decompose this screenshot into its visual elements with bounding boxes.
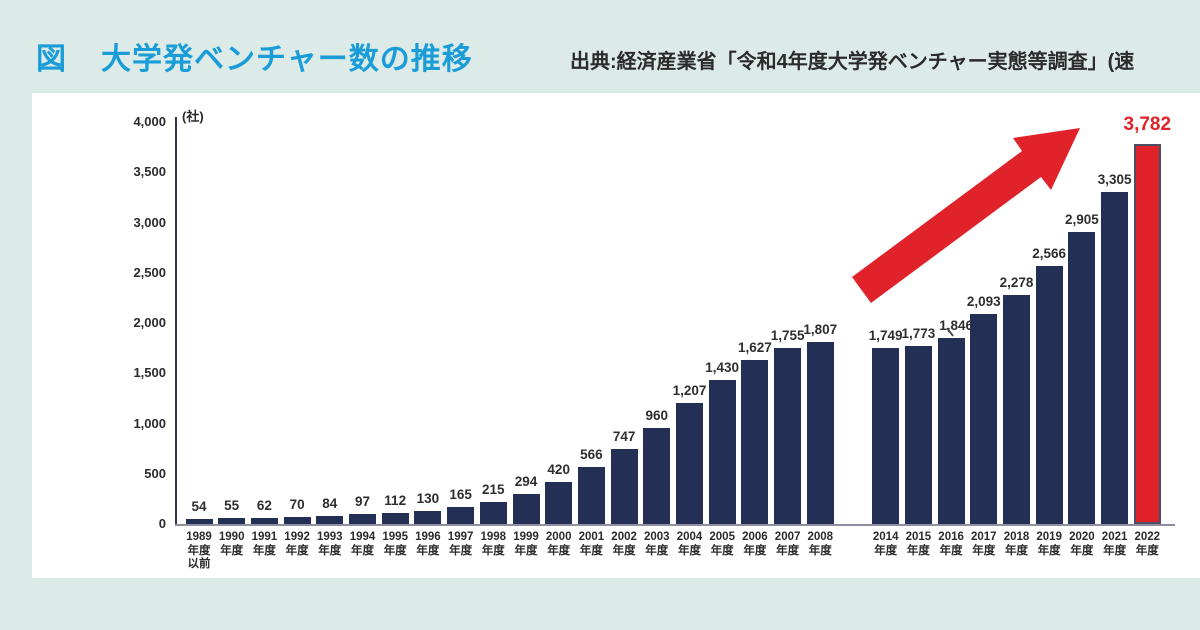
bar-value-label: 54 <box>191 498 207 514</box>
figure-label: 図 <box>36 43 66 76</box>
bar-2022 <box>1133 143 1161 524</box>
bar-value-label: 1,749 <box>868 328 903 344</box>
y-tick-label: 2,000 <box>133 315 166 330</box>
x-tick-label: 2017 年度 <box>971 531 997 557</box>
x-tick-label: 2020 年度 <box>1069 531 1095 557</box>
bar-value-label: 3,782 <box>1123 113 1172 135</box>
x-tick-label: 2019 年度 <box>1036 531 1062 557</box>
y-tick-label: 1,500 <box>133 365 166 381</box>
x-tick-label: 2018 年度 <box>1003 531 1030 557</box>
x-tick-label: 2001 年度 <box>578 531 605 557</box>
bar-2000 <box>545 481 573 524</box>
x-tick-label: 2003 年度 <box>644 531 670 557</box>
x-tick-label: 1990 年度 <box>218 531 245 557</box>
bar-value-label: 70 <box>289 496 305 512</box>
bar-value-label: 294 <box>514 474 538 490</box>
bar-value-label: 97 <box>354 494 371 510</box>
x-tick-label: 1994 年度 <box>349 531 376 557</box>
bar-1995 <box>381 512 409 524</box>
y-tick-label: 1,000 <box>133 415 166 431</box>
bar-value-label: 1,430 <box>705 360 740 376</box>
x-axis <box>175 524 1175 526</box>
x-tick-label: 1998 年度 <box>480 531 507 557</box>
bar-value-label: 566 <box>580 447 603 463</box>
bar-value-label: 420 <box>547 461 570 477</box>
bar-value-label: 1,207 <box>672 382 707 398</box>
x-tick-label: 2007 年度 <box>774 531 801 557</box>
y-axis <box>175 117 177 524</box>
y-tick-label: 500 <box>144 465 166 481</box>
bar-value-label: 1,755 <box>770 327 805 343</box>
bar-2003 <box>643 427 671 524</box>
bar-2006 <box>741 360 769 524</box>
x-tick-label: 2022 年度 <box>1134 531 1161 557</box>
bar-1998 <box>479 502 507 524</box>
bar-2019 <box>1035 266 1063 524</box>
bar-1991 <box>250 517 278 524</box>
bar-2021 <box>1101 191 1129 524</box>
y-tick-label: 3,000 <box>133 214 166 230</box>
bar-2020 <box>1068 232 1096 524</box>
bar-1996 <box>414 510 442 524</box>
bar-value-label: 3,305 <box>1097 171 1132 187</box>
x-tick-label: 2008 年度 <box>807 531 834 557</box>
y-axis-unit-label: (社) <box>182 109 204 124</box>
x-tick-label: 2005 年度 <box>709 531 735 557</box>
y-tick-label: 3,500 <box>133 164 166 180</box>
bar-2018 <box>1003 295 1030 524</box>
bar-value-label: 84 <box>322 495 338 511</box>
x-tick-label: 2004 年度 <box>676 531 703 557</box>
y-tick-label: 2,500 <box>133 264 166 280</box>
bar-1989 <box>185 518 213 524</box>
bar-1993 <box>316 515 344 524</box>
y-tick-label: 0 <box>158 516 166 531</box>
x-tick-label: 2000 年度 <box>545 531 572 557</box>
bar-2005 <box>708 380 736 524</box>
x-tick-label: 2014 年度 <box>872 531 899 557</box>
bar-value-label: 1,627 <box>737 340 772 356</box>
bar-1992 <box>283 516 311 524</box>
bar-value-label: 960 <box>645 407 669 423</box>
bar-2002 <box>610 448 638 524</box>
x-tick-label: 1993 年度 <box>317 531 343 557</box>
source-citation: 出典:経済産業省「令和4年度大学発ベンチャー実態等調査」(速 <box>570 51 1135 73</box>
bar-1999 <box>512 494 540 524</box>
bar-value-label: 112 <box>384 492 407 508</box>
bar-1990 <box>218 518 246 524</box>
bar-value-label: 1,807 <box>803 322 838 338</box>
bar-value-label: 130 <box>416 490 440 506</box>
x-tick-label: 1997 年度 <box>447 531 474 557</box>
bar-2014 <box>872 348 900 524</box>
page-title: 大学発ベンチャー数の推移 <box>101 43 473 76</box>
x-tick-label: 1996 年度 <box>415 531 441 557</box>
x-tick-label: 1992 年度 <box>284 531 310 557</box>
bar-value-label: 1,773 <box>901 325 936 341</box>
bar-2001 <box>577 467 605 524</box>
bar-value-label: 215 <box>482 482 505 498</box>
bar-2015 <box>904 345 932 524</box>
bar-value-label: 55 <box>224 498 240 514</box>
bar-value-label: 62 <box>256 497 272 513</box>
bar-1994 <box>349 514 376 524</box>
bar-1997 <box>447 507 475 524</box>
x-tick-label: 2021 年度 <box>1101 531 1128 557</box>
bar-value-label: 165 <box>449 487 472 503</box>
bar-2007 <box>774 347 802 524</box>
x-tick-label: 1999 年度 <box>513 531 539 557</box>
x-tick-label: 1991 年度 <box>251 531 278 557</box>
x-tick-label: 1995 年度 <box>382 531 408 557</box>
bar-value-label: 747 <box>612 428 636 444</box>
x-tick-label: 1989 年度 以前 <box>186 531 212 570</box>
y-tick-label: 4,000 <box>133 114 166 129</box>
bar-2016 <box>937 338 965 524</box>
x-tick-label: 2006 年度 <box>742 531 768 557</box>
bar-2008 <box>806 342 834 524</box>
bar-2004 <box>676 402 703 524</box>
bar-2017 <box>970 313 998 524</box>
chart-panel: (社) 0 500 1,000 1,500 2,000 2,500 3,000 3,500 4,… <box>32 93 1200 578</box>
x-tick-label: 2015 年度 <box>905 531 932 557</box>
x-tick-label: 2016 年度 <box>938 531 964 557</box>
x-tick-label: 2002 年度 <box>611 531 637 557</box>
